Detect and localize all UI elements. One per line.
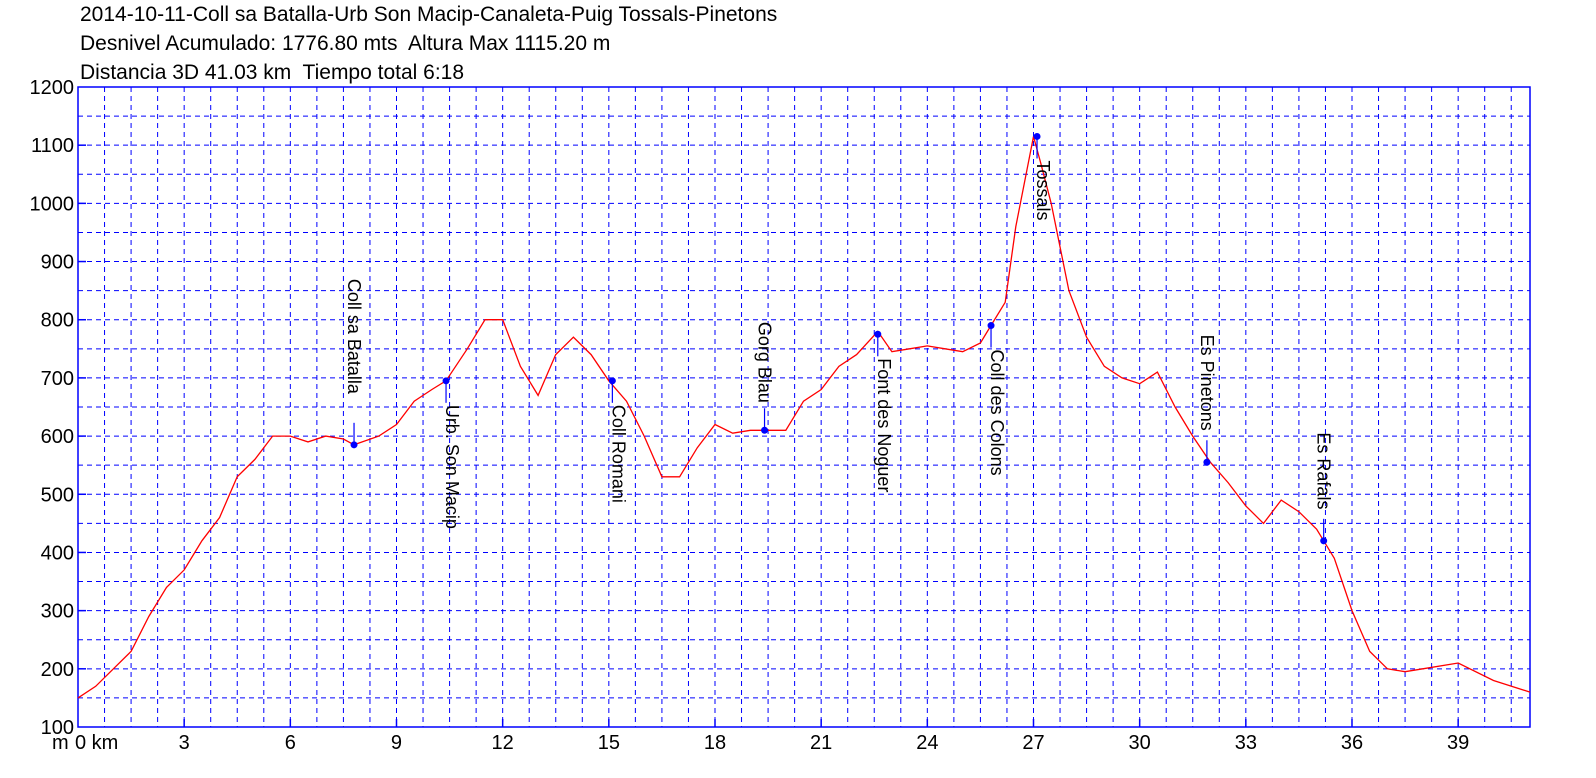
y-tick-label: 400 [41, 542, 74, 564]
waypoints: Coll sa Batalla Urb. Son Macip Coll Romani… [344, 132, 1334, 545]
x-tick-label: 3 [179, 732, 190, 754]
waypoint-label: Es Rafals [1314, 432, 1334, 509]
x-tick-label: 36 [1341, 732, 1363, 754]
waypoint-label: Tossals [1033, 160, 1053, 220]
x-tick-label: 0 km [75, 732, 118, 754]
y-tick-label: 700 [41, 368, 74, 390]
chart-subtitle-ascent: Desnivel Acumulado: 1776.80 mts Altura M… [80, 32, 611, 55]
y-tick-label: 300 [41, 601, 74, 623]
waypoint-label: Font des Noguer [874, 358, 894, 492]
elevation-line [77, 136, 1531, 699]
chart-subtitle-distance: Distancia 3D 41.03 km Tiempo total 6:18 [80, 61, 465, 84]
waypoint-label: Urb. Son Macip [442, 405, 462, 529]
waypoint-label: Coll Romani [608, 405, 628, 503]
grid [78, 87, 1530, 727]
y-tick-label: 200 [41, 659, 74, 681]
x-tick-label: 9 [391, 732, 402, 754]
x-tick-label: 18 [704, 732, 726, 754]
chart-title: 2014-10-11-Coll sa Batalla-Urb Son Macip… [80, 3, 778, 26]
x-tick-label: 21 [810, 732, 832, 754]
x-tick-label: 6 [285, 732, 296, 754]
x-tick-label: 15 [598, 732, 620, 754]
y-tick-label: 800 [41, 310, 74, 332]
x-tick-label: 12 [492, 732, 514, 754]
x-tick-label: 24 [916, 732, 938, 754]
y-tick-label: 1100 [31, 135, 74, 157]
waypoint-label: Gorg Blau [755, 322, 775, 403]
y-tick-label: 1200 [30, 77, 75, 99]
y-tick-label: 500 [41, 484, 74, 506]
y-axis-ticks: 100 200 300 400 500 600 700 800 900 1000 1100 1200 [30, 77, 75, 739]
x-tick-label: 27 [1022, 732, 1044, 754]
y-tick-label: 1000 [30, 193, 75, 215]
y-unit-label: m [52, 732, 69, 754]
waypoint-label: Coll des Colons [987, 350, 1007, 476]
plot-frame [77, 86, 1531, 728]
x-tick-label: 33 [1235, 732, 1257, 754]
y-tick-label: 600 [41, 426, 74, 448]
waypoint-label: Coll sa Batalla [344, 279, 364, 395]
waypoint-label: Es Pinetons [1197, 335, 1217, 431]
y-tick-label: 900 [41, 252, 74, 274]
x-tick-label: 30 [1129, 732, 1151, 754]
x-tick-label: 39 [1447, 732, 1469, 754]
y-tick-label: 100 [41, 717, 74, 739]
